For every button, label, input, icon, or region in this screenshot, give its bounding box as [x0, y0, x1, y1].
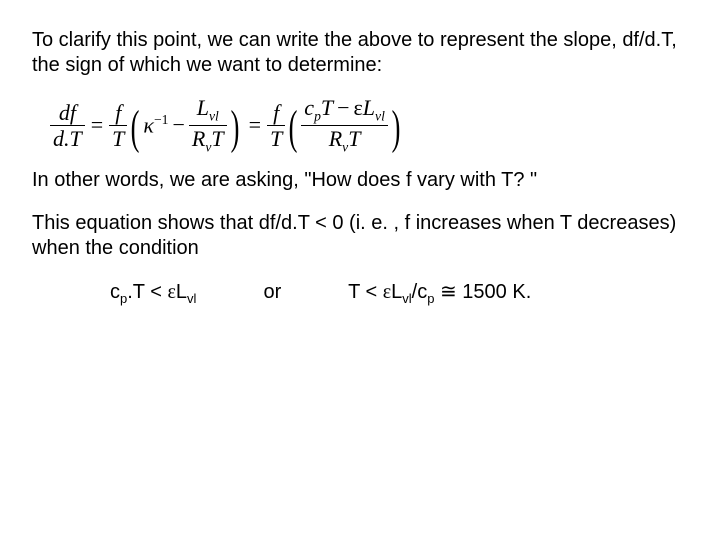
- cpT-lt-eLvl: cp.T < εLvl: [110, 281, 202, 303]
- T3: T: [348, 126, 360, 151]
- over-cp: /c: [412, 281, 428, 303]
- equals-1: =: [85, 112, 109, 138]
- L: L: [176, 281, 187, 303]
- R2: R: [329, 126, 342, 151]
- c: c: [304, 95, 314, 120]
- f-num-2: f: [270, 101, 282, 124]
- minus-2: −: [333, 95, 353, 120]
- vl-sub-2: vl: [375, 108, 385, 123]
- p-sub: p: [314, 108, 321, 123]
- cpT-eLvl-num: cpT−εLvl: [301, 96, 388, 124]
- approx-1500K: ≅ 1500 K.: [434, 281, 531, 303]
- paragraph-intro: To clarify this point, we can write the …: [32, 28, 688, 78]
- eps: ε: [167, 281, 175, 303]
- equation-block: df d.T = f T ( κ−1 − Lvl: [50, 96, 688, 154]
- Lvl-num: Lvl: [194, 96, 222, 124]
- frac-f-T-1: f T: [109, 101, 127, 150]
- equation: df d.T = f T ( κ−1 − Lvl: [50, 96, 688, 154]
- frac-df-dT: df d.T: [50, 101, 85, 150]
- eps: ε: [354, 95, 363, 120]
- frac-Lvl-RvT: Lvl RvT: [189, 96, 227, 154]
- frac-cpT-eLvl-RvT: cpT−εLvl RvT: [301, 96, 388, 154]
- kappa-term: κ−1: [143, 112, 168, 138]
- fraction-bar: [301, 125, 388, 126]
- paragraph-question: In other words, we are asking, "How does…: [32, 168, 688, 193]
- T-lt-2: T <: [348, 281, 383, 303]
- T: T: [211, 126, 223, 151]
- paragraph-condition: This equation shows that df/d.T < 0 (i. …: [32, 211, 688, 261]
- T-den: T: [109, 127, 127, 150]
- R: R: [192, 126, 205, 151]
- vl-sub: vl: [209, 108, 219, 123]
- RvT-den-2: RvT: [326, 127, 364, 155]
- L2: L: [391, 281, 402, 303]
- L: L: [197, 95, 209, 120]
- equals-2: =: [243, 112, 267, 138]
- eps2: ε: [383, 281, 391, 303]
- T-lt: .T <: [127, 281, 167, 303]
- dT: d.T: [50, 127, 85, 150]
- c: c: [110, 281, 120, 303]
- L2: L: [363, 95, 375, 120]
- or-text: or: [264, 281, 282, 303]
- condition-line: cp.T < εLvl or T < εLvl/cp ≅ 1500 K.: [32, 279, 688, 306]
- vl-sub: vl: [187, 291, 196, 306]
- vl-sub-2: vl: [402, 291, 411, 306]
- kappa-exp: −1: [154, 112, 169, 127]
- T-lt-eLvl-cp: T < εLvl/cp ≅ 1500 K.: [348, 281, 531, 303]
- f-num: f: [112, 101, 124, 124]
- page: To clarify this point, we can write the …: [0, 0, 720, 306]
- RvT-den: RvT: [189, 127, 227, 155]
- df: df: [56, 101, 79, 124]
- T2: T: [321, 95, 333, 120]
- minus-1: −: [168, 112, 188, 138]
- frac-f-T-2: f T: [267, 101, 285, 150]
- T-den-2: T: [267, 127, 285, 150]
- kappa: κ: [143, 112, 154, 137]
